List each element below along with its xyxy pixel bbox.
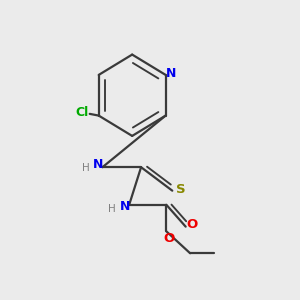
Text: N: N [119, 200, 130, 213]
Text: S: S [176, 183, 185, 196]
Text: N: N [166, 67, 176, 80]
Text: N: N [93, 158, 103, 171]
Text: O: O [164, 232, 175, 245]
Text: Cl: Cl [76, 106, 89, 119]
Text: O: O [187, 218, 198, 231]
Text: H: H [82, 163, 90, 173]
Text: H: H [108, 203, 116, 214]
